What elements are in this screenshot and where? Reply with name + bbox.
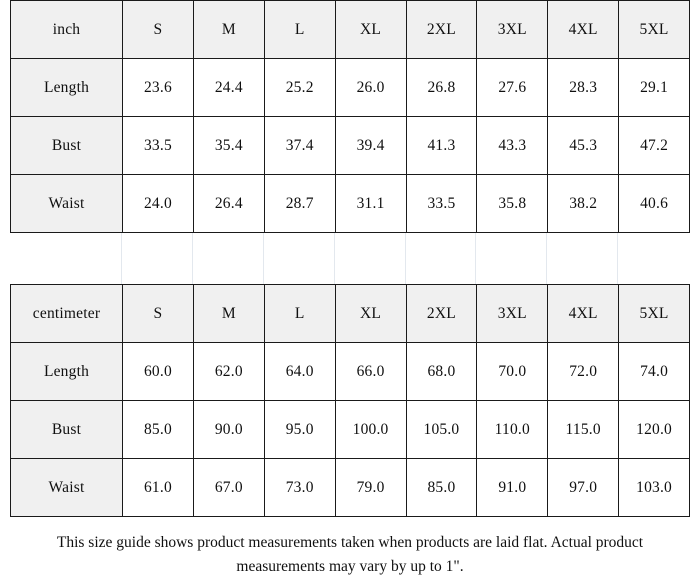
- unit-label-inch: inch: [10, 0, 123, 59]
- cell-value: 90.0: [192, 400, 265, 459]
- cell-value: 39.4: [334, 116, 407, 175]
- cell-value: 66.0: [334, 342, 407, 401]
- size-header-3xl: 3XL: [476, 0, 549, 59]
- cell-value: 105.0: [405, 400, 478, 459]
- measurement-label-waist: Waist: [10, 174, 123, 233]
- cell-value: 47.2: [618, 116, 690, 175]
- cell-value: 43.3: [476, 116, 549, 175]
- cell-value: 26.8: [405, 58, 478, 117]
- cell-value: 28.3: [547, 58, 620, 117]
- spacer-cell: [122, 233, 193, 284]
- size-header-2xl: 2XL: [405, 0, 478, 59]
- size-header-4xl: 4XL: [547, 0, 620, 59]
- size-header-5xl: 5XL: [618, 284, 690, 343]
- cell-value: 103.0: [618, 458, 690, 517]
- cell-value: 33.5: [405, 174, 478, 233]
- cell-value: 79.0: [334, 458, 407, 517]
- size-header-m: M: [192, 284, 265, 343]
- cell-value: 31.1: [334, 174, 407, 233]
- size-header-l: L: [263, 0, 336, 59]
- cell-value: 37.4: [263, 116, 336, 175]
- size-header-3xl: 3XL: [476, 284, 549, 343]
- size-table-inch: inch S M L XL 2XL 3XL 4XL 5XL Length 23.…: [10, 0, 690, 233]
- spacer-cell: [193, 233, 264, 284]
- table-row: Bust 85.0 90.0 95.0 100.0 105.0 110.0 11…: [10, 400, 690, 459]
- table-header-row: centimeter S M L XL 2XL 3XL 4XL 5XL: [10, 284, 690, 343]
- size-header-s: S: [122, 284, 194, 343]
- cell-value: 97.0: [547, 458, 620, 517]
- size-header-xl: XL: [334, 284, 407, 343]
- cell-value: 61.0: [122, 458, 194, 517]
- cell-value: 45.3: [547, 116, 620, 175]
- cell-value: 35.4: [192, 116, 265, 175]
- table-row: Length 60.0 62.0 64.0 66.0 68.0 70.0 72.…: [10, 342, 690, 401]
- cell-value: 64.0: [263, 342, 336, 401]
- cell-value: 25.2: [263, 58, 336, 117]
- spacer-cell: [547, 233, 619, 284]
- cell-value: 100.0: [334, 400, 407, 459]
- table-row: Waist 61.0 67.0 73.0 79.0 85.0 91.0 97.0…: [10, 458, 690, 517]
- cell-value: 24.4: [192, 58, 265, 117]
- size-header-xl: XL: [334, 0, 407, 59]
- measurement-label-length: Length: [10, 58, 123, 117]
- size-header-m: M: [192, 0, 265, 59]
- cell-value: 29.1: [618, 58, 690, 117]
- size-header-4xl: 4XL: [547, 284, 620, 343]
- cell-value: 115.0: [547, 400, 620, 459]
- table-spacer: [10, 233, 689, 284]
- cell-value: 95.0: [263, 400, 336, 459]
- table-row: Bust 33.5 35.4 37.4 39.4 41.3 43.3 45.3 …: [10, 116, 690, 175]
- measurement-label-length: Length: [10, 342, 123, 401]
- cell-value: 120.0: [618, 400, 690, 459]
- spacer-cell: [264, 233, 335, 284]
- size-header-5xl: 5XL: [618, 0, 690, 59]
- cell-value: 35.8: [476, 174, 549, 233]
- cell-value: 67.0: [192, 458, 265, 517]
- table-header-row: inch S M L XL 2XL 3XL 4XL 5XL: [10, 0, 690, 59]
- cell-value: 110.0: [476, 400, 549, 459]
- cell-value: 26.4: [192, 174, 265, 233]
- cell-value: 41.3: [405, 116, 478, 175]
- spacer-cell: [618, 233, 689, 284]
- size-header-s: S: [122, 0, 194, 59]
- cell-value: 68.0: [405, 342, 478, 401]
- spacer-cell: [335, 233, 406, 284]
- cell-value: 62.0: [192, 342, 265, 401]
- cell-value: 33.5: [122, 116, 194, 175]
- spacer-cell: [406, 233, 477, 284]
- cell-value: 23.6: [122, 58, 194, 117]
- cell-value: 91.0: [476, 458, 549, 517]
- table-row: Length 23.6 24.4 25.2 26.0 26.8 27.6 28.…: [10, 58, 690, 117]
- measurement-label-waist: Waist: [10, 458, 123, 517]
- unit-label-centimeter: centimeter: [10, 284, 123, 343]
- size-guide-footnote: This size guide shows product measuremen…: [56, 534, 644, 576]
- spacer-cell: [476, 233, 548, 284]
- cell-value: 26.0: [334, 58, 407, 117]
- cell-value: 38.2: [547, 174, 620, 233]
- cell-value: 73.0: [263, 458, 336, 517]
- cell-value: 70.0: [476, 342, 549, 401]
- cell-value: 74.0: [618, 342, 690, 401]
- cell-value: 60.0: [122, 342, 194, 401]
- cell-value: 28.7: [263, 174, 336, 233]
- size-table-centimeter: centimeter S M L XL 2XL 3XL 4XL 5XL Leng…: [10, 284, 690, 517]
- measurement-label-bust: Bust: [10, 400, 123, 459]
- size-guide: inch S M L XL 2XL 3XL 4XL 5XL Length 23.…: [10, 0, 690, 576]
- size-header-2xl: 2XL: [405, 284, 478, 343]
- cell-value: 27.6: [476, 58, 549, 117]
- cell-value: 24.0: [122, 174, 194, 233]
- cell-value: 85.0: [122, 400, 194, 459]
- table-row: Waist 24.0 26.4 28.7 31.1 33.5 35.8 38.2…: [10, 174, 690, 233]
- size-header-l: L: [263, 284, 336, 343]
- measurement-label-bust: Bust: [10, 116, 123, 175]
- cell-value: 85.0: [405, 458, 478, 517]
- cell-value: 72.0: [547, 342, 620, 401]
- spacer-cell: [10, 233, 122, 284]
- cell-value: 40.6: [618, 174, 690, 233]
